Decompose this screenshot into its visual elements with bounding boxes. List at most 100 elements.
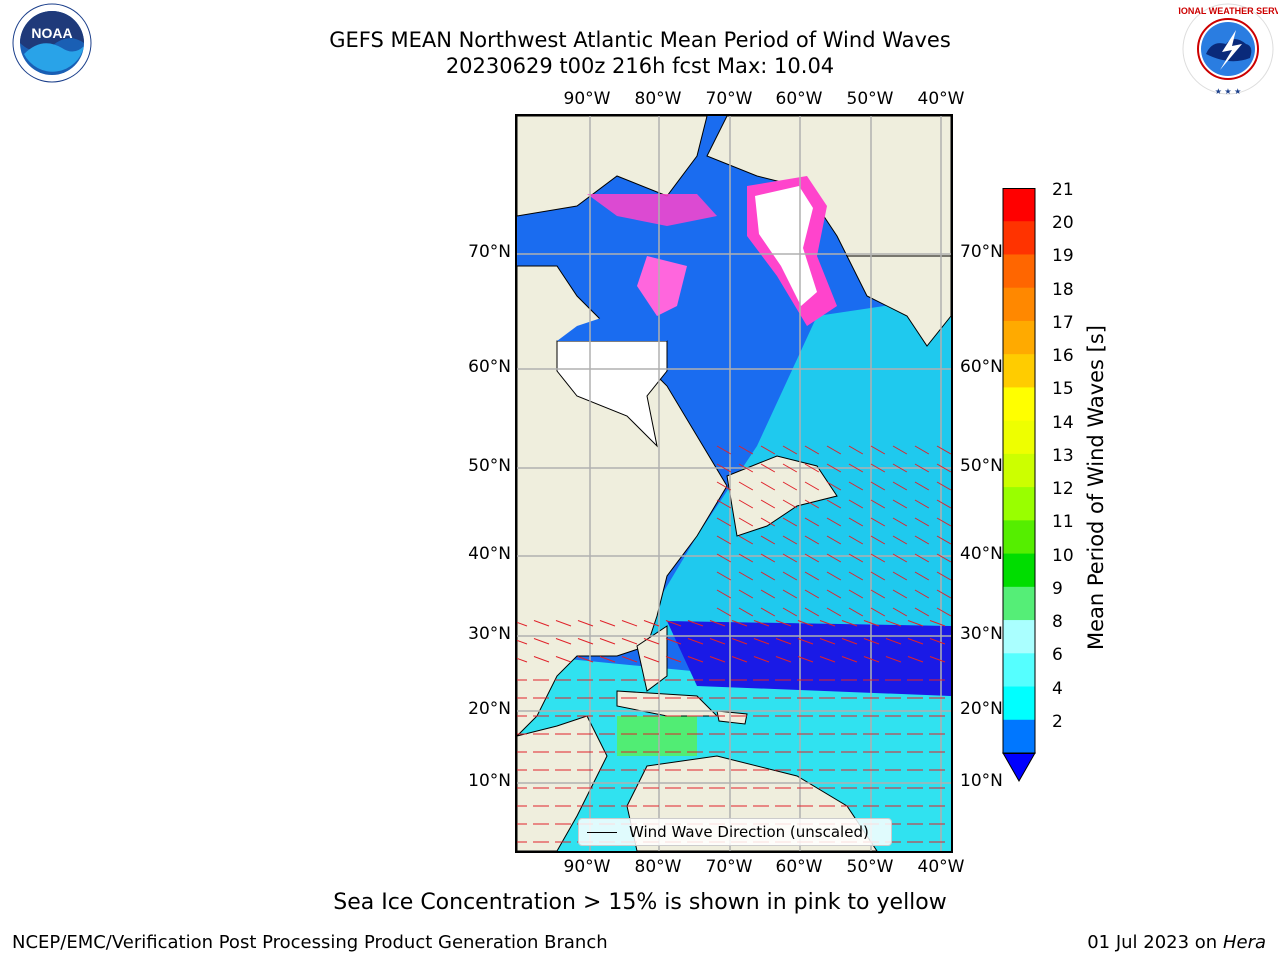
colorbar-extend-triangle (1002, 752, 1036, 783)
colorbar-swatch (1003, 320, 1035, 355)
wind-wave-arrow (804, 535, 820, 545)
wind-wave-arrow (929, 656, 946, 663)
wind-wave-arrow (848, 499, 864, 509)
lat-label-right-40n: 40°N (960, 544, 1003, 564)
wind-wave-arrow (804, 607, 820, 617)
wind-wave-arrow (936, 517, 951, 527)
wind-wave-arrow (665, 656, 682, 663)
wind-wave-arrow (775, 638, 792, 645)
wind-wave-arrow (914, 463, 930, 473)
lat-label-left-60n: 60°N (468, 357, 511, 377)
wind-wave-arrow (804, 445, 820, 455)
wind-wave-arrow (929, 638, 946, 645)
wind-wave-arrow (870, 535, 886, 545)
wind-wave-arrow (517, 621, 528, 627)
wind-wave-arrow (782, 481, 798, 491)
colorbar-svg (1002, 188, 1036, 783)
wind-wave-arrow (819, 620, 836, 627)
wind-wave-arrow (643, 638, 660, 645)
colorbar-tick-label: 21 (1052, 180, 1074, 200)
wind-wave-arrow (826, 589, 842, 599)
lat-label-left-30n: 30°N (468, 624, 511, 644)
sea-ice-arctic-channel (587, 194, 717, 226)
colorbar-swatch (1003, 287, 1035, 322)
wind-wave-arrow (914, 445, 930, 455)
wind-wave-arrow (716, 571, 732, 581)
lon-label-top-60w: 60°W (775, 89, 823, 109)
wind-wave-arrow (848, 571, 864, 581)
wind-wave-arrow (870, 553, 886, 563)
colorbar-tick-label: 17 (1052, 312, 1074, 333)
wind-wave-arrow (863, 656, 880, 663)
wind-wave-arrow (892, 463, 908, 473)
colorbar-label-text: Mean Period of Wind Waves [s] (1084, 325, 1108, 650)
wind-wave-arrow (716, 553, 732, 563)
wind-wave-arrow (892, 499, 908, 509)
colorbar-ticks: 21 20 19 18 17 16 15 14 13 12 11 10 9 8 6 4 2 (1052, 180, 1092, 770)
lat-label-left-70n: 70°N (468, 242, 511, 262)
wind-wave-arrow (914, 499, 930, 509)
wind-wave-arrow (936, 535, 951, 545)
colorbar-swatch (1003, 620, 1035, 654)
wind-wave-arrow (936, 589, 951, 599)
colorbar-tick-label: 6 (1052, 645, 1063, 666)
land-newfoundland (726, 455, 838, 537)
wind-wave-arrow (738, 553, 754, 563)
wind-wave-arrow (517, 639, 528, 645)
lon-label-bottom-90w: 90°W (563, 857, 611, 877)
wind-wave-arrow (782, 463, 798, 473)
wind-wave-arrow (936, 481, 951, 491)
wind-wave-arrow (826, 463, 842, 473)
lon-label-bottom-40w: 40°W (917, 857, 965, 877)
colorbar-swatch (1003, 453, 1035, 488)
wind-wave-arrow (621, 656, 638, 663)
colorbar-tick-label: 18 (1052, 279, 1074, 300)
wind-wave-arrow (716, 499, 732, 509)
colorbar-swatch (1003, 188, 1035, 222)
wind-wave-arrow (731, 638, 748, 645)
wind-wave-arrow (804, 517, 820, 527)
wind-wave-arrow (870, 607, 886, 617)
wind-wave-arrow (665, 638, 682, 645)
wind-wave-arrow (885, 638, 902, 645)
colorbar-tick-label: 2 (1052, 711, 1063, 732)
colorbar-swatch (1003, 653, 1035, 688)
wind-wave-arrow (914, 517, 930, 527)
wind-wave-arrow (841, 638, 858, 645)
wind-wave-arrow (687, 638, 704, 645)
wind-wave-arrow (716, 589, 732, 599)
wind-wave-arrow (782, 535, 798, 545)
map-svg (517, 116, 951, 851)
wind-wave-arrow (826, 535, 842, 545)
wind-wave-arrow (621, 638, 638, 645)
wind-wave-arrow (848, 463, 864, 473)
wind-wave-arrow (914, 553, 930, 563)
wind-wave-arrow (892, 589, 908, 599)
colorbar-tick-label: 8 (1052, 612, 1063, 633)
wind-wave-arrow (914, 481, 930, 491)
sea-ice-foxe (637, 256, 687, 316)
wind-wave-arrow (826, 571, 842, 581)
lon-label-top-70w: 70°W (705, 89, 753, 109)
noaa-logo-text: NOAA (31, 25, 72, 41)
wind-wave-arrow (936, 463, 951, 473)
wind-wave-arrow (848, 607, 864, 617)
wind-wave-arrow (870, 571, 886, 581)
wind-wave-arrow (577, 656, 594, 663)
wind-wave-arrow (826, 553, 842, 563)
wind-wave-arrow (760, 517, 776, 527)
wind-wave-arrow (870, 481, 886, 491)
colorbar-tick-label: 13 (1052, 445, 1074, 466)
colorbar (1002, 188, 1036, 783)
wind-wave-arrow (687, 656, 704, 663)
wind-wave-arrow (804, 571, 820, 581)
wind-wave-arrow (797, 656, 814, 663)
wind-wave-arrow (892, 445, 908, 455)
wind-wave-arrow (555, 620, 572, 627)
wind-wave-arrow (936, 571, 951, 581)
wind-wave-arrow (782, 553, 798, 563)
svg-text:★ ★ ★: ★ ★ ★ (1215, 87, 1242, 96)
wind-wave-arrow (819, 656, 836, 663)
wind-wave-arrow (760, 535, 776, 545)
wind-wave-arrow (804, 553, 820, 563)
